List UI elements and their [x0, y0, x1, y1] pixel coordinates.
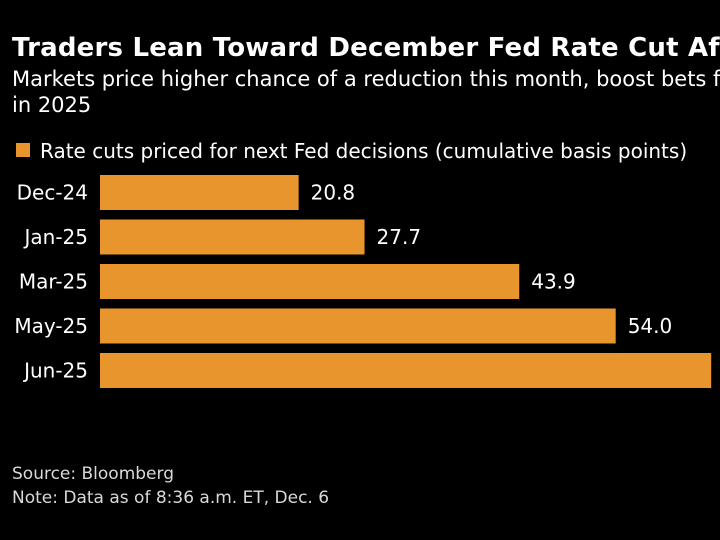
- bar-jun-25: [100, 353, 712, 388]
- chart-subtitle: Markets price higher chance of a reducti…: [12, 66, 720, 118]
- legend-swatch: [16, 143, 30, 157]
- chart-subtitle-line-1: Markets price higher chance of a reducti…: [12, 67, 720, 91]
- chart-subtitle-line-2: in 2025: [12, 93, 92, 117]
- chart-legend: Rate cuts priced for next Fed decisions …: [16, 138, 687, 164]
- value-label: 43.9: [531, 270, 576, 294]
- chart-footer: Source: Bloomberg Note: Data as of 8:36 …: [12, 462, 329, 510]
- source-note: Source: Bloomberg: [12, 464, 174, 484]
- chart-title: Traders Lean Toward December Fed Rate Cu…: [12, 33, 720, 63]
- value-label: 27.7: [377, 225, 422, 249]
- bar-jan-25: [100, 219, 365, 255]
- value-label: 20.8: [311, 181, 356, 205]
- category-label: Mar-25: [19, 270, 88, 294]
- bar-chart: Dec-24 20.8 Jan-25 27.7 Mar-25 43.9 May-25 54.0…: [14, 175, 712, 388]
- category-label: May-25: [14, 314, 88, 338]
- category-label: Jun-25: [22, 359, 88, 383]
- legend-label: Rate cuts priced for next Fed decisions …: [40, 139, 688, 163]
- bar-may-25: [100, 308, 616, 344]
- category-label: Jan-25: [23, 225, 89, 249]
- value-label: 54.0: [628, 314, 673, 338]
- data-note: Note: Data as of 8:36 a.m. ET, Dec. 6: [12, 488, 330, 508]
- bar-mar-25: [100, 264, 520, 299]
- category-label: Dec-24: [17, 181, 88, 205]
- bar-dec-24: [100, 175, 299, 210]
